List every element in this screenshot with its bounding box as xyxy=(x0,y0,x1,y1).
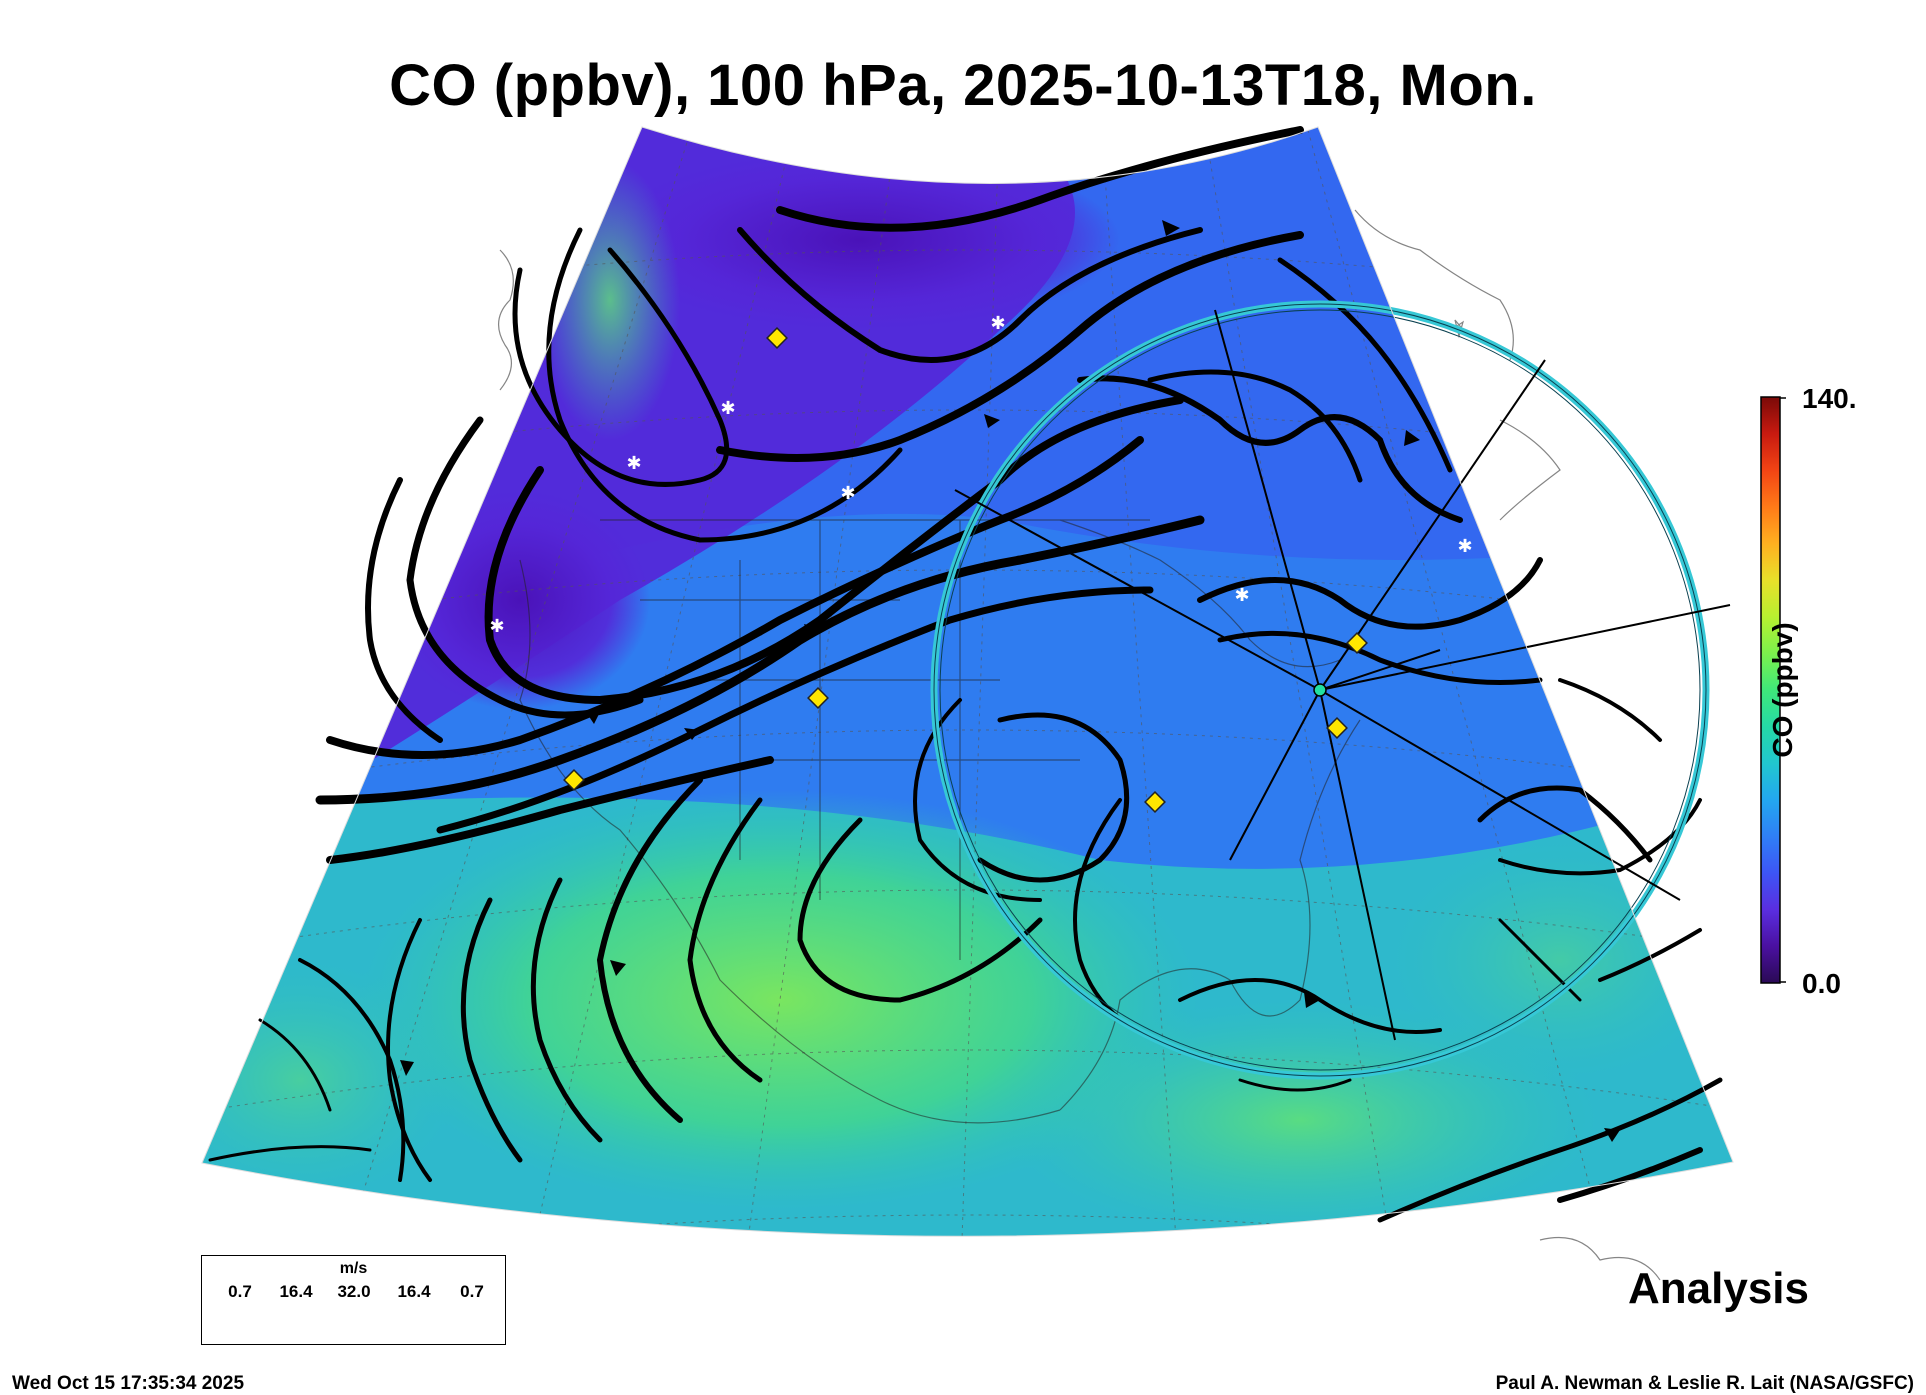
colorbar xyxy=(1760,396,1781,984)
wind-legend-unit: m/s xyxy=(339,1260,368,1277)
wind-streamlines xyxy=(208,126,1723,1223)
colorbar-ticks xyxy=(1780,397,1786,983)
svg-text:✱: ✱ xyxy=(1457,536,1472,557)
colorbar-min-label: 0.0 xyxy=(1802,968,1841,999)
svg-text:✱: ✱ xyxy=(990,313,1005,334)
yellow-diamond-markers xyxy=(563,327,1368,813)
page-title: CO (ppbv), 100 hPa, 2025-10-13T18, Mon. xyxy=(389,53,1537,118)
colorbar-gradient xyxy=(1760,396,1781,984)
wind-legend-value: 16.4 xyxy=(279,1282,313,1301)
svg-text:✱: ✱ xyxy=(720,398,735,419)
credit-text: Paul A. Newman & Leslie R. Lait (NASA/GS… xyxy=(1495,1373,1914,1394)
render-timestamp: Wed Oct 15 17:35:34 2025 xyxy=(12,1373,245,1394)
svg-text:✱: ✱ xyxy=(489,616,504,637)
map-domain-outline xyxy=(201,126,1734,1237)
svg-text:✱: ✱ xyxy=(1234,585,1249,606)
colorbar-title: CO (ppbv) xyxy=(1767,622,1798,758)
svg-text:✱: ✱ xyxy=(626,453,641,474)
svg-text:✱: ✱ xyxy=(840,483,855,504)
wind-legend-value: 0.7 xyxy=(228,1282,252,1301)
white-star-markers: ✱ ✱ ✱ ✱ ✱ ✱ ✱ xyxy=(489,313,1472,637)
streamline-arrowheads xyxy=(400,220,1620,1142)
ray-lines xyxy=(954,309,1731,1041)
wind-legend-value: 0.7 xyxy=(460,1282,484,1301)
co-field xyxy=(202,127,1733,1237)
wind-legend-value: 16.4 xyxy=(397,1282,431,1301)
analysis-label: Analysis xyxy=(1628,1264,1809,1313)
colorbar-max-label: 140. xyxy=(1802,383,1857,414)
wind-legend-value: 32.0 xyxy=(337,1282,371,1301)
wind-speed-legend: m/s 0.7 16.4 32.0 16.4 0.7 xyxy=(201,1255,506,1345)
target-ring xyxy=(930,300,1710,1080)
center-marker xyxy=(1313,683,1327,697)
